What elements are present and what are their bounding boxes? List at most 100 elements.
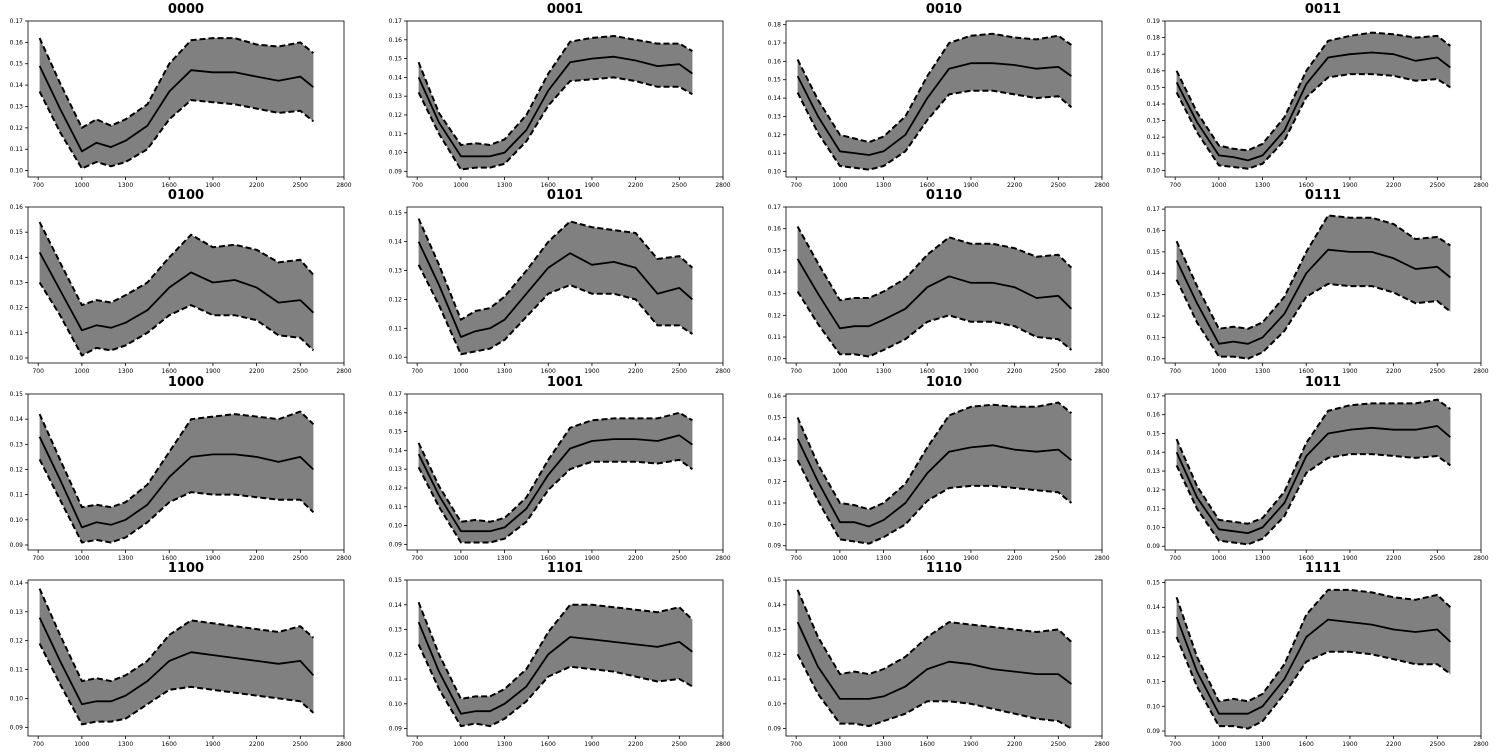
x-tick-label: 700 bbox=[32, 182, 44, 189]
x-tick-label: 2800 bbox=[1473, 741, 1488, 748]
x-tick-label: 1000 bbox=[74, 555, 89, 562]
y-tick-label: 0.15 bbox=[10, 61, 24, 68]
subplot-0010: 700 1000 1300 1600 1900 2200 2500 2800 0.10 0.11 0… bbox=[768, 2, 1110, 189]
y-tick-label: 0.14 bbox=[768, 95, 782, 102]
x-tick-label: 1000 bbox=[1211, 368, 1226, 375]
mean-line bbox=[1175, 51, 1451, 162]
mean-line bbox=[1175, 248, 1451, 345]
upper-bound-line bbox=[417, 411, 693, 523]
y-tick-label: 0.11 bbox=[1147, 679, 1161, 686]
subplot-title: 1011 bbox=[1305, 375, 1341, 390]
x-tick-label: 2800 bbox=[336, 368, 351, 375]
subplot-title: 0011 bbox=[1305, 2, 1341, 17]
subplot-title: 0001 bbox=[547, 2, 583, 17]
lower-bound-line bbox=[1175, 636, 1452, 730]
y-tick-label: 0.12 bbox=[768, 651, 782, 658]
upper-bound-line bbox=[38, 410, 315, 509]
x-tick-label: 1600 bbox=[920, 741, 935, 748]
axes-frame bbox=[27, 393, 345, 551]
x-tick-label: 2500 bbox=[1430, 555, 1445, 562]
y-tick-label: 0.14 bbox=[389, 74, 403, 81]
upper-bound-line bbox=[1175, 31, 1452, 152]
y-tick-label: 0.11 bbox=[768, 500, 782, 507]
x-tick-label: 1300 bbox=[1255, 368, 1270, 375]
x-tick-label: 1300 bbox=[876, 182, 891, 189]
y-tick-label: 0.15 bbox=[768, 415, 782, 422]
x-tick-label: 1600 bbox=[541, 555, 556, 562]
band-fill bbox=[418, 218, 693, 355]
mean-line bbox=[417, 434, 693, 533]
subplot-1010: 700 1000 1300 1600 1900 2200 2500 2800 0.09 0.10 0… bbox=[768, 375, 1110, 562]
y-tick-label: 0.13 bbox=[1147, 118, 1161, 125]
upper-bound-line bbox=[417, 35, 693, 146]
band-fill bbox=[797, 33, 1072, 170]
y-tick-label: 0.15 bbox=[1147, 84, 1161, 91]
mean-line bbox=[796, 438, 1072, 528]
y-tick-label: 0.13 bbox=[10, 103, 24, 110]
y-tick-label: 0.18 bbox=[768, 22, 782, 29]
axes-frame bbox=[785, 20, 1103, 178]
x-tick-label: 2800 bbox=[1473, 182, 1488, 189]
x-tick-label: 2500 bbox=[293, 368, 308, 375]
x-tick-label: 2800 bbox=[336, 182, 351, 189]
x-tick-label: 1900 bbox=[205, 741, 220, 748]
lower-bound-line bbox=[1175, 453, 1451, 546]
subplot-title: 1100 bbox=[168, 561, 204, 576]
y-tick-label: 0.09 bbox=[10, 542, 24, 549]
x-tick-label: 2800 bbox=[336, 555, 351, 562]
upper-bound-line bbox=[38, 37, 315, 129]
axes-frame bbox=[1164, 579, 1482, 737]
y-tick-label: 0.11 bbox=[10, 492, 24, 499]
x-tick-label: 1600 bbox=[920, 555, 935, 562]
y-tick-label: 0.10 bbox=[768, 521, 782, 528]
subplot-0000: 700 1000 1300 1600 1900 2200 2500 2800 0.10 0.11 0… bbox=[10, 2, 352, 189]
y-tick-label: 0.17 bbox=[768, 204, 782, 211]
x-tick-label: 2200 bbox=[1386, 368, 1401, 375]
y-tick-label: 0.13 bbox=[389, 466, 403, 473]
x-tick-label: 1000 bbox=[74, 182, 89, 189]
y-tick-label: 0.17 bbox=[1147, 393, 1161, 400]
subplot-0110: 700 1000 1300 1600 1900 2200 2500 2800 0.10 0.11 0… bbox=[768, 188, 1110, 375]
subplot-title: 0101 bbox=[547, 188, 583, 203]
x-tick-label: 700 bbox=[1169, 555, 1181, 562]
x-tick-label: 2200 bbox=[1007, 368, 1022, 375]
y-tick-label: 0.11 bbox=[10, 146, 24, 153]
x-tick-label: 2800 bbox=[715, 555, 730, 562]
y-tick-label: 0.16 bbox=[389, 37, 403, 44]
x-tick-label: 700 bbox=[790, 182, 802, 189]
subplot-title: 1101 bbox=[547, 561, 583, 576]
y-tick-label: 0.12 bbox=[1147, 313, 1161, 320]
y-tick-label: 0.10 bbox=[10, 517, 24, 524]
lower-bound-line bbox=[1175, 279, 1452, 360]
x-tick-label: 1900 bbox=[963, 741, 978, 748]
y-tick-label: 0.15 bbox=[389, 429, 403, 436]
subplot-0011: 700 1000 1300 1600 1900 2200 2500 2800 0.10 0.11 0… bbox=[1147, 2, 1489, 189]
y-tick-label: 0.09 bbox=[389, 726, 403, 733]
y-tick-label: 0.10 bbox=[768, 701, 782, 708]
x-tick-label: 1300 bbox=[876, 555, 891, 562]
upper-bound-line bbox=[1175, 588, 1452, 703]
x-tick-label: 1900 bbox=[963, 182, 978, 189]
x-tick-label: 2200 bbox=[1007, 182, 1022, 189]
band-fill bbox=[418, 602, 693, 727]
x-tick-label: 1000 bbox=[1211, 555, 1226, 562]
x-tick-label: 2800 bbox=[336, 741, 351, 748]
x-tick-label: 1300 bbox=[497, 182, 512, 189]
x-tick-label: 2200 bbox=[249, 182, 264, 189]
x-tick-label: 1600 bbox=[920, 182, 935, 189]
y-tick-label: 0.09 bbox=[389, 168, 403, 175]
axes-frame bbox=[1164, 206, 1482, 364]
x-tick-label: 1000 bbox=[453, 182, 468, 189]
x-tick-label: 1600 bbox=[541, 368, 556, 375]
x-tick-label: 1300 bbox=[118, 741, 133, 748]
x-tick-label: 2500 bbox=[293, 182, 308, 189]
x-tick-label: 1000 bbox=[832, 741, 847, 748]
x-tick-label: 2200 bbox=[628, 741, 643, 748]
mean-line bbox=[38, 436, 315, 529]
x-tick-label: 1900 bbox=[584, 368, 599, 375]
lower-bound-line bbox=[417, 264, 693, 356]
y-tick-label: 0.10 bbox=[10, 355, 24, 362]
x-tick-label: 1300 bbox=[876, 368, 891, 375]
lower-bound-line bbox=[796, 459, 1073, 545]
